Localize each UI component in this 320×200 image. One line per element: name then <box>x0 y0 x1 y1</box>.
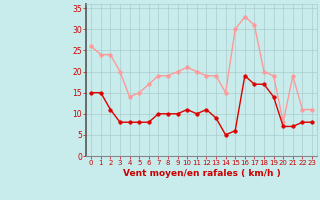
X-axis label: Vent moyen/en rafales ( km/h ): Vent moyen/en rafales ( km/h ) <box>123 169 280 178</box>
